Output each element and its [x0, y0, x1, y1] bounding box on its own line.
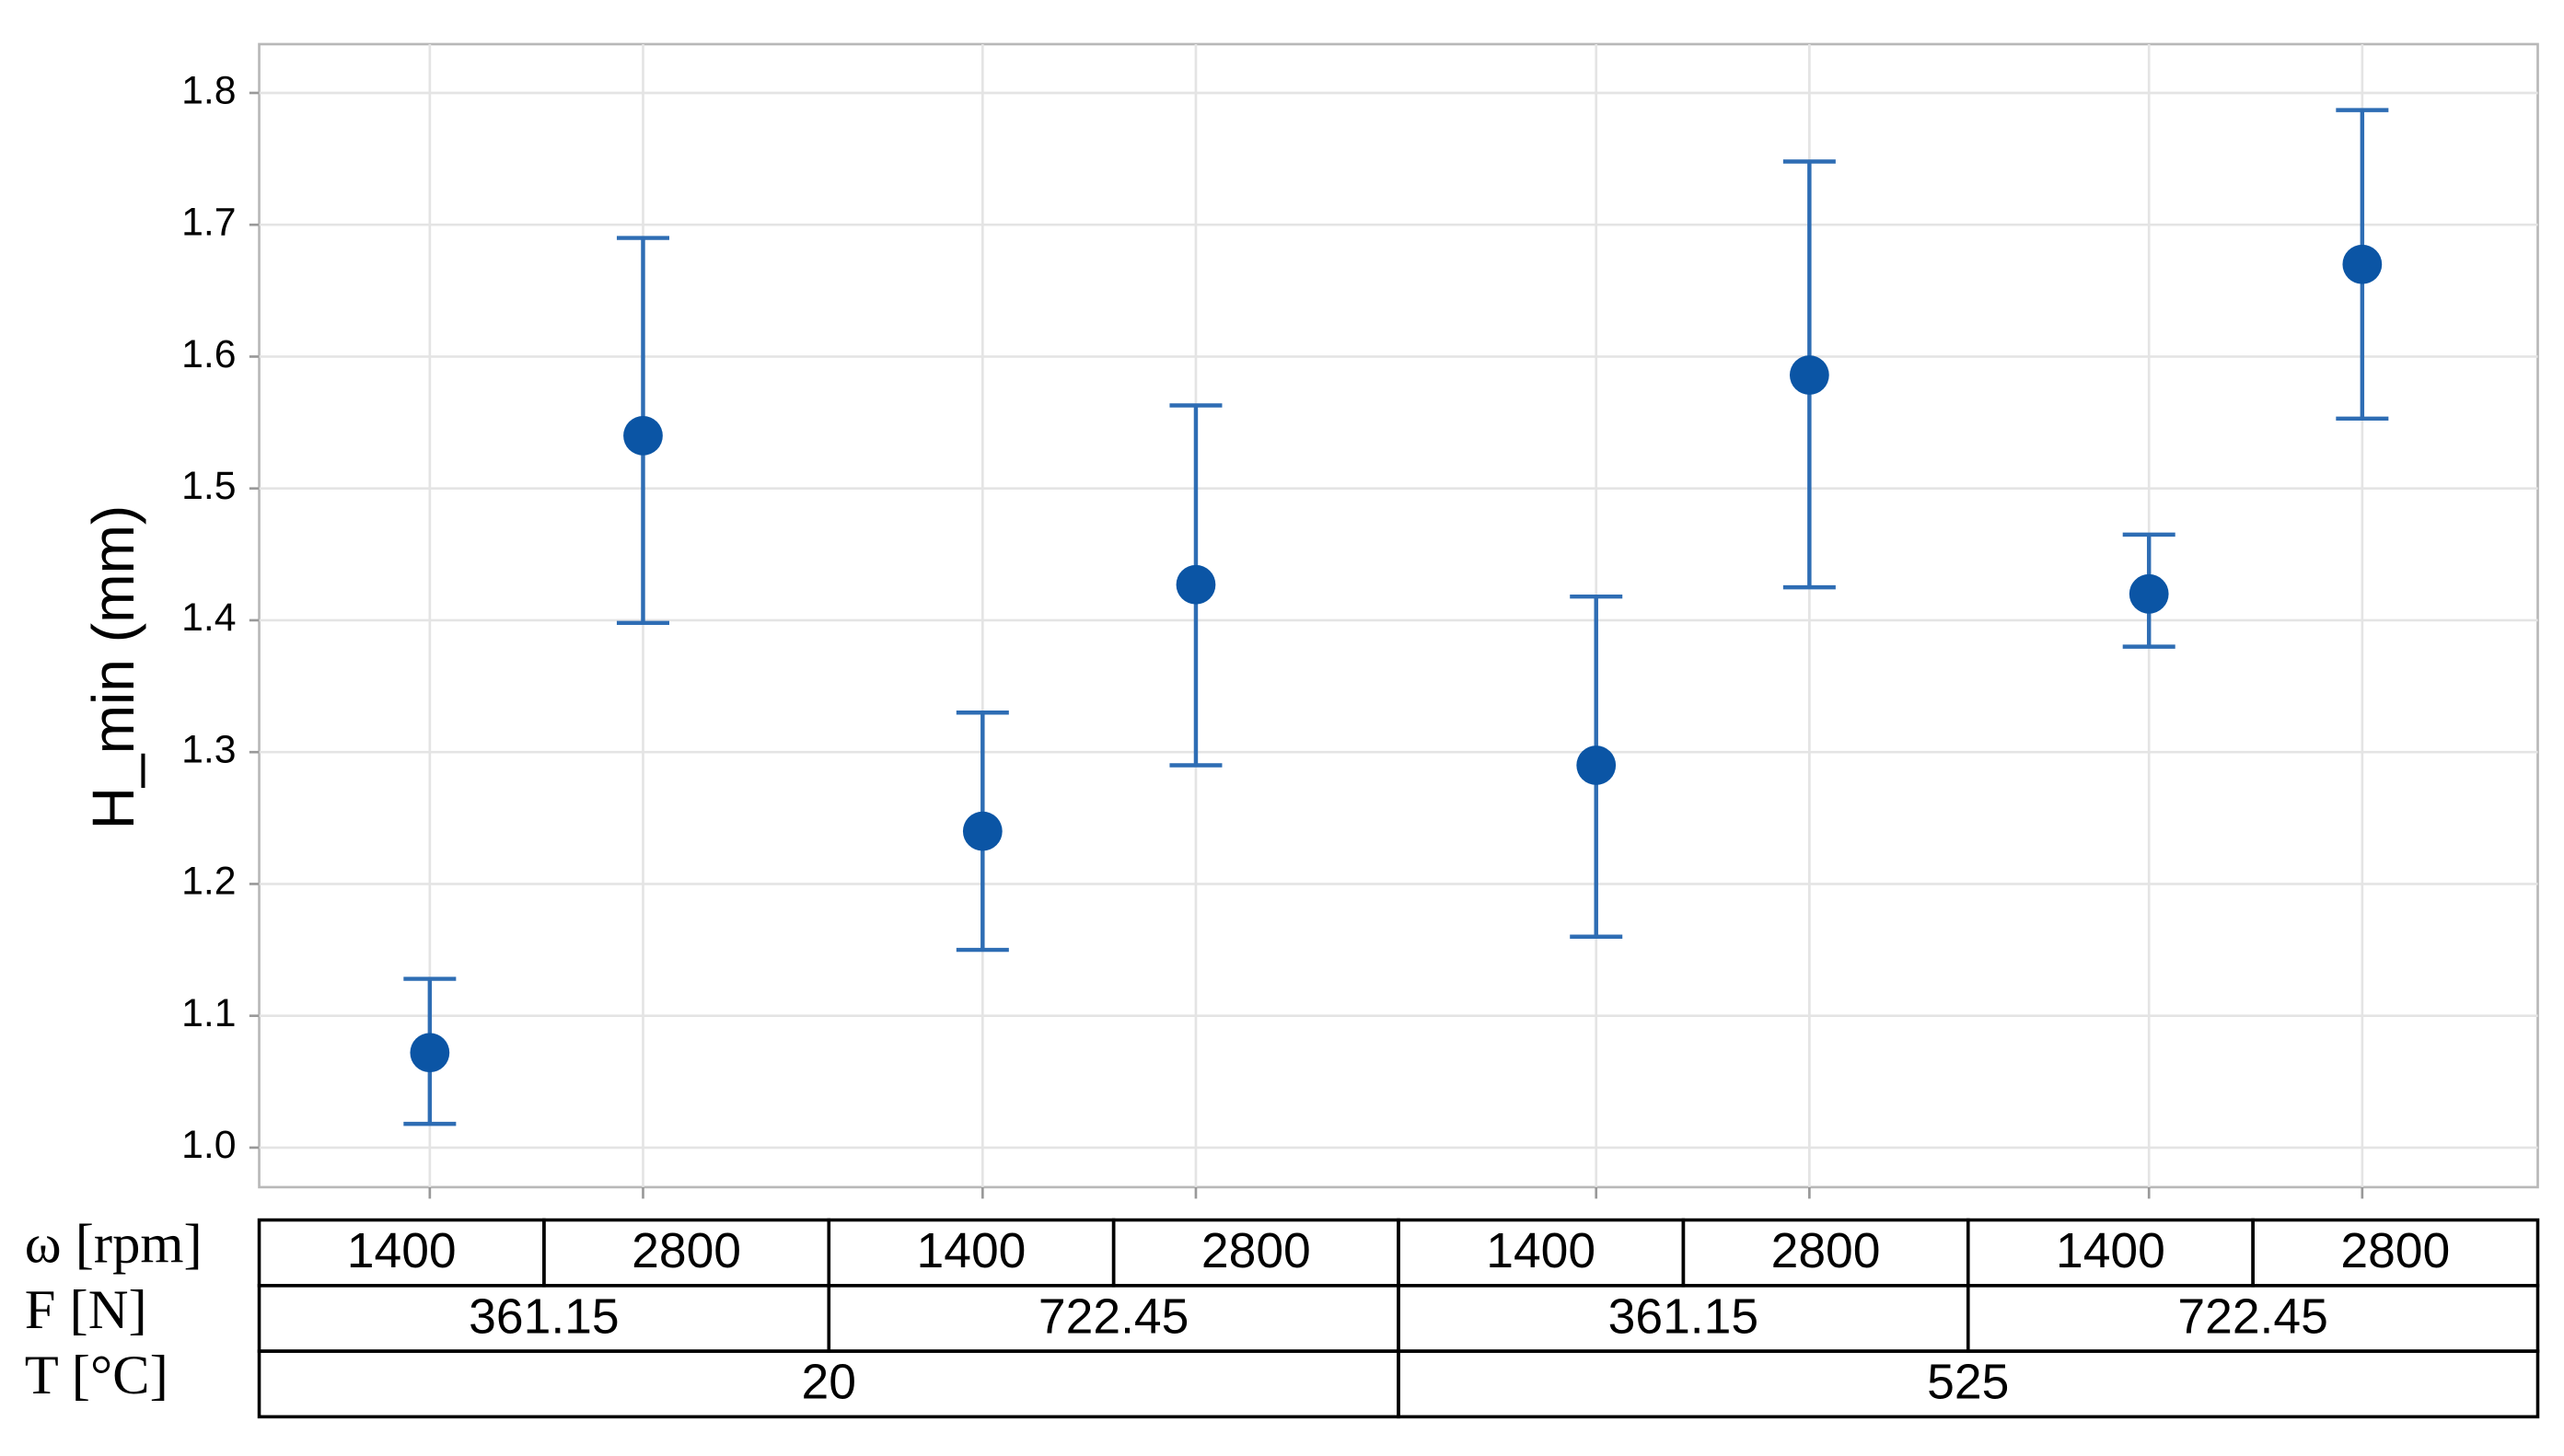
- y-axis-label: H_min (mm): [80, 505, 146, 830]
- point: [410, 1033, 450, 1073]
- table-cell: [1397, 1349, 2540, 1419]
- cell-label: 1400: [1486, 1224, 1595, 1278]
- cell-label: 361.15: [1608, 1289, 1758, 1344]
- cell-label: 361.15: [469, 1289, 619, 1344]
- cell-label: 2800: [2340, 1224, 2450, 1278]
- cell-label: 722.45: [2177, 1289, 2327, 1344]
- cell-label: 525: [1927, 1356, 2009, 1410]
- point: [623, 416, 663, 456]
- point: [1789, 355, 1829, 395]
- point: [2129, 573, 2169, 614]
- point: [962, 811, 1003, 851]
- row-label: F [N]: [25, 1279, 147, 1341]
- y-tick-label: 1.3: [181, 728, 236, 772]
- point: [1576, 745, 1617, 785]
- plot-area: [258, 42, 2539, 1189]
- y-tick-label: 1.0: [181, 1123, 236, 1167]
- y-tick-label: 1.2: [181, 860, 236, 904]
- y-tick-label: 1.8: [181, 68, 236, 112]
- cell-label: 2800: [1201, 1224, 1311, 1278]
- cell-label: 2800: [632, 1224, 741, 1278]
- y-tick-label: 1.6: [181, 332, 236, 376]
- cell-label: 1400: [917, 1224, 1027, 1278]
- y-tick-label: 1.1: [181, 991, 236, 1035]
- y-tick-label: 1.7: [181, 201, 236, 245]
- y-tick-label: 1.5: [181, 464, 236, 508]
- y-tick-label: 1.4: [181, 595, 236, 640]
- cell-label: 1400: [2056, 1224, 2165, 1278]
- point: [1176, 564, 1216, 605]
- row-label: ω [rpm]: [25, 1214, 203, 1276]
- cell-label: 2800: [1771, 1224, 1881, 1278]
- cell-label: 20: [802, 1356, 856, 1410]
- cell-label: 722.45: [1038, 1289, 1189, 1344]
- row-label: T [°C]: [25, 1345, 168, 1406]
- cell-label: 1400: [347, 1224, 457, 1278]
- point: [2342, 244, 2383, 284]
